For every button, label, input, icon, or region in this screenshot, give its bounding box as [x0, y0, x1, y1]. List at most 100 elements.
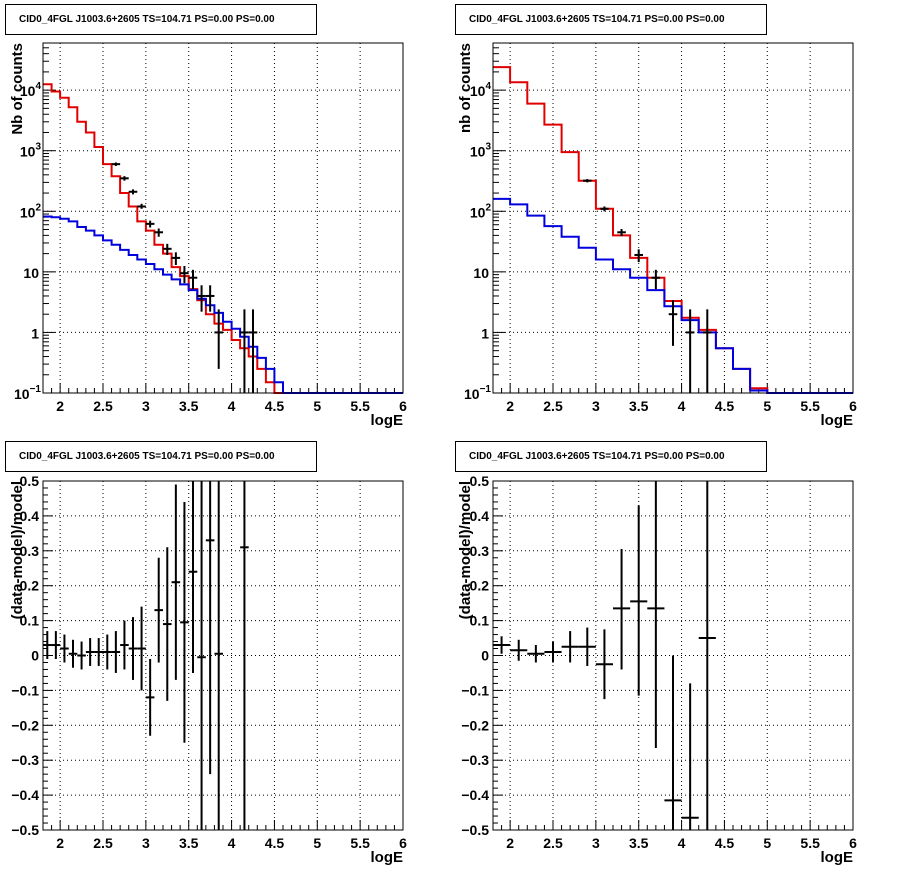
- y-tick-base: 10: [14, 386, 30, 402]
- y-tick-label: 10: [473, 265, 489, 281]
- data-point: [128, 189, 138, 195]
- data-point: [145, 658, 155, 736]
- model-total-histogram: [43, 83, 403, 394]
- y-tick-label: 10: [23, 265, 39, 281]
- y-tick-label: 0.4: [470, 508, 490, 524]
- data-point: [681, 683, 699, 830]
- x-tick-label: 3: [592, 398, 600, 414]
- data-point: [43, 631, 52, 659]
- data-point: [120, 176, 129, 181]
- y-tick-label: −0.1: [461, 682, 489, 698]
- x-tick-label: 4: [228, 398, 236, 414]
- y-tick-label: 103: [20, 142, 42, 160]
- x-tick-label: 5: [313, 835, 321, 851]
- data-point: [51, 631, 61, 659]
- y-tick-label: 10−1: [464, 384, 491, 402]
- x-tick-label: 2: [506, 835, 514, 851]
- data-point: [137, 606, 146, 691]
- x-tick-label: 3.5: [629, 835, 649, 851]
- data-point: [205, 481, 215, 775]
- y-axis-label: nb of counts: [457, 43, 474, 133]
- y-tick-label: −0.3: [11, 752, 39, 768]
- y-tick-label: 0: [31, 648, 39, 664]
- data-point: [561, 631, 579, 663]
- y-tick-base: 1: [31, 325, 39, 341]
- y-tick-label: 104: [20, 81, 42, 99]
- data-point: [68, 639, 78, 668]
- x-tick-label: 2: [506, 398, 514, 414]
- y-tick-base: 10: [470, 144, 486, 160]
- data-point: [94, 638, 103, 666]
- y-axis-label: (data-model)/model: [457, 481, 474, 619]
- data-point: [111, 631, 121, 673]
- data-point: [613, 549, 631, 670]
- y-tick-label: 0.1: [20, 613, 40, 629]
- x-tick-label: 4.5: [715, 398, 735, 414]
- y-tick-label: −0.4: [11, 787, 39, 803]
- data-point: [171, 252, 181, 265]
- y-tick-label: −0.2: [461, 717, 489, 733]
- x-tick-label: 2.5: [93, 835, 113, 851]
- x-axis-label: logE: [821, 849, 854, 866]
- data-point: [578, 627, 596, 666]
- data-point: [703, 309, 712, 393]
- data-point: [85, 638, 95, 666]
- y-tick-label: −0.5: [11, 822, 39, 838]
- data-point: [493, 636, 511, 654]
- y-tick-exponent: −1: [480, 384, 492, 395]
- counts-panel-left: CID0_4FGL J1003.6+2605 TS=104.71 PS=0.00…: [5, 4, 407, 429]
- y-tick-label: 1: [31, 325, 39, 341]
- model-background-histogram: [493, 197, 853, 394]
- x-tick-label: 6: [849, 835, 857, 851]
- data-point: [544, 641, 562, 663]
- data-point: [240, 309, 249, 393]
- y-tick-label: 102: [470, 202, 492, 220]
- model-background-histogram: [43, 215, 403, 394]
- x-tick-label: 5.5: [800, 398, 820, 414]
- data-point: [214, 481, 223, 830]
- data-point: [120, 620, 129, 670]
- y-tick-exponent: 4: [35, 81, 41, 92]
- y-tick-exponent: −1: [30, 384, 42, 395]
- data-point: [527, 645, 545, 663]
- x-tick-label: 5.5: [350, 835, 370, 851]
- x-tick-label: 3: [142, 398, 150, 414]
- y-tick-label: 104: [470, 81, 492, 99]
- x-tick-label: 2.5: [543, 835, 563, 851]
- y-tick-exponent: 2: [35, 202, 41, 213]
- data-point: [163, 243, 172, 255]
- x-tick-label: 5: [763, 835, 771, 851]
- data-point: [180, 265, 189, 284]
- y-tick-label: 0.5: [20, 473, 40, 489]
- y-tick-label: −0.5: [461, 822, 489, 838]
- data-point: [600, 206, 609, 212]
- chart-title: CID0_4FGL J1003.6+2605 TS=104.71 PS=0.00…: [19, 451, 275, 462]
- y-tick-base: 10: [470, 83, 486, 99]
- x-axis-label: logE: [371, 849, 404, 866]
- y-axis-label: (data-model)/model: [9, 481, 26, 619]
- y-tick-label: −0.4: [461, 787, 489, 803]
- counts-panel-right: CID0_4FGL J1003.6+2605 TS=104.71 PS=0.00…: [455, 4, 857, 429]
- title-box: [455, 441, 767, 472]
- data-point: [510, 639, 528, 661]
- x-tick-label: 6: [399, 398, 407, 414]
- x-tick-label: 6: [399, 835, 407, 851]
- data-point: [60, 634, 69, 663]
- data-point: [188, 269, 198, 290]
- x-tick-label: 5: [763, 398, 771, 414]
- y-tick-label: −0.2: [11, 717, 39, 733]
- chart-title: CID0_4FGL J1003.6+2605 TS=104.71 PS=0.00…: [469, 451, 725, 462]
- y-tick-label: 0.2: [470, 578, 490, 594]
- x-tick-label: 3.5: [179, 398, 199, 414]
- data-point: [128, 617, 138, 680]
- x-tick-label: 2.5: [93, 398, 113, 414]
- x-tick-label: 4.5: [265, 398, 285, 414]
- x-tick-label: 3: [142, 835, 150, 851]
- data-point: [617, 228, 626, 237]
- title-box: [5, 441, 317, 472]
- x-tick-label: 4: [228, 835, 236, 851]
- data-point: [154, 228, 163, 237]
- x-tick-label: 2: [56, 398, 64, 414]
- residual-panel-left: CID0_4FGL J1003.6+2605 TS=104.71 PS=0.00…: [5, 441, 407, 866]
- y-tick-label: 0.1: [470, 613, 490, 629]
